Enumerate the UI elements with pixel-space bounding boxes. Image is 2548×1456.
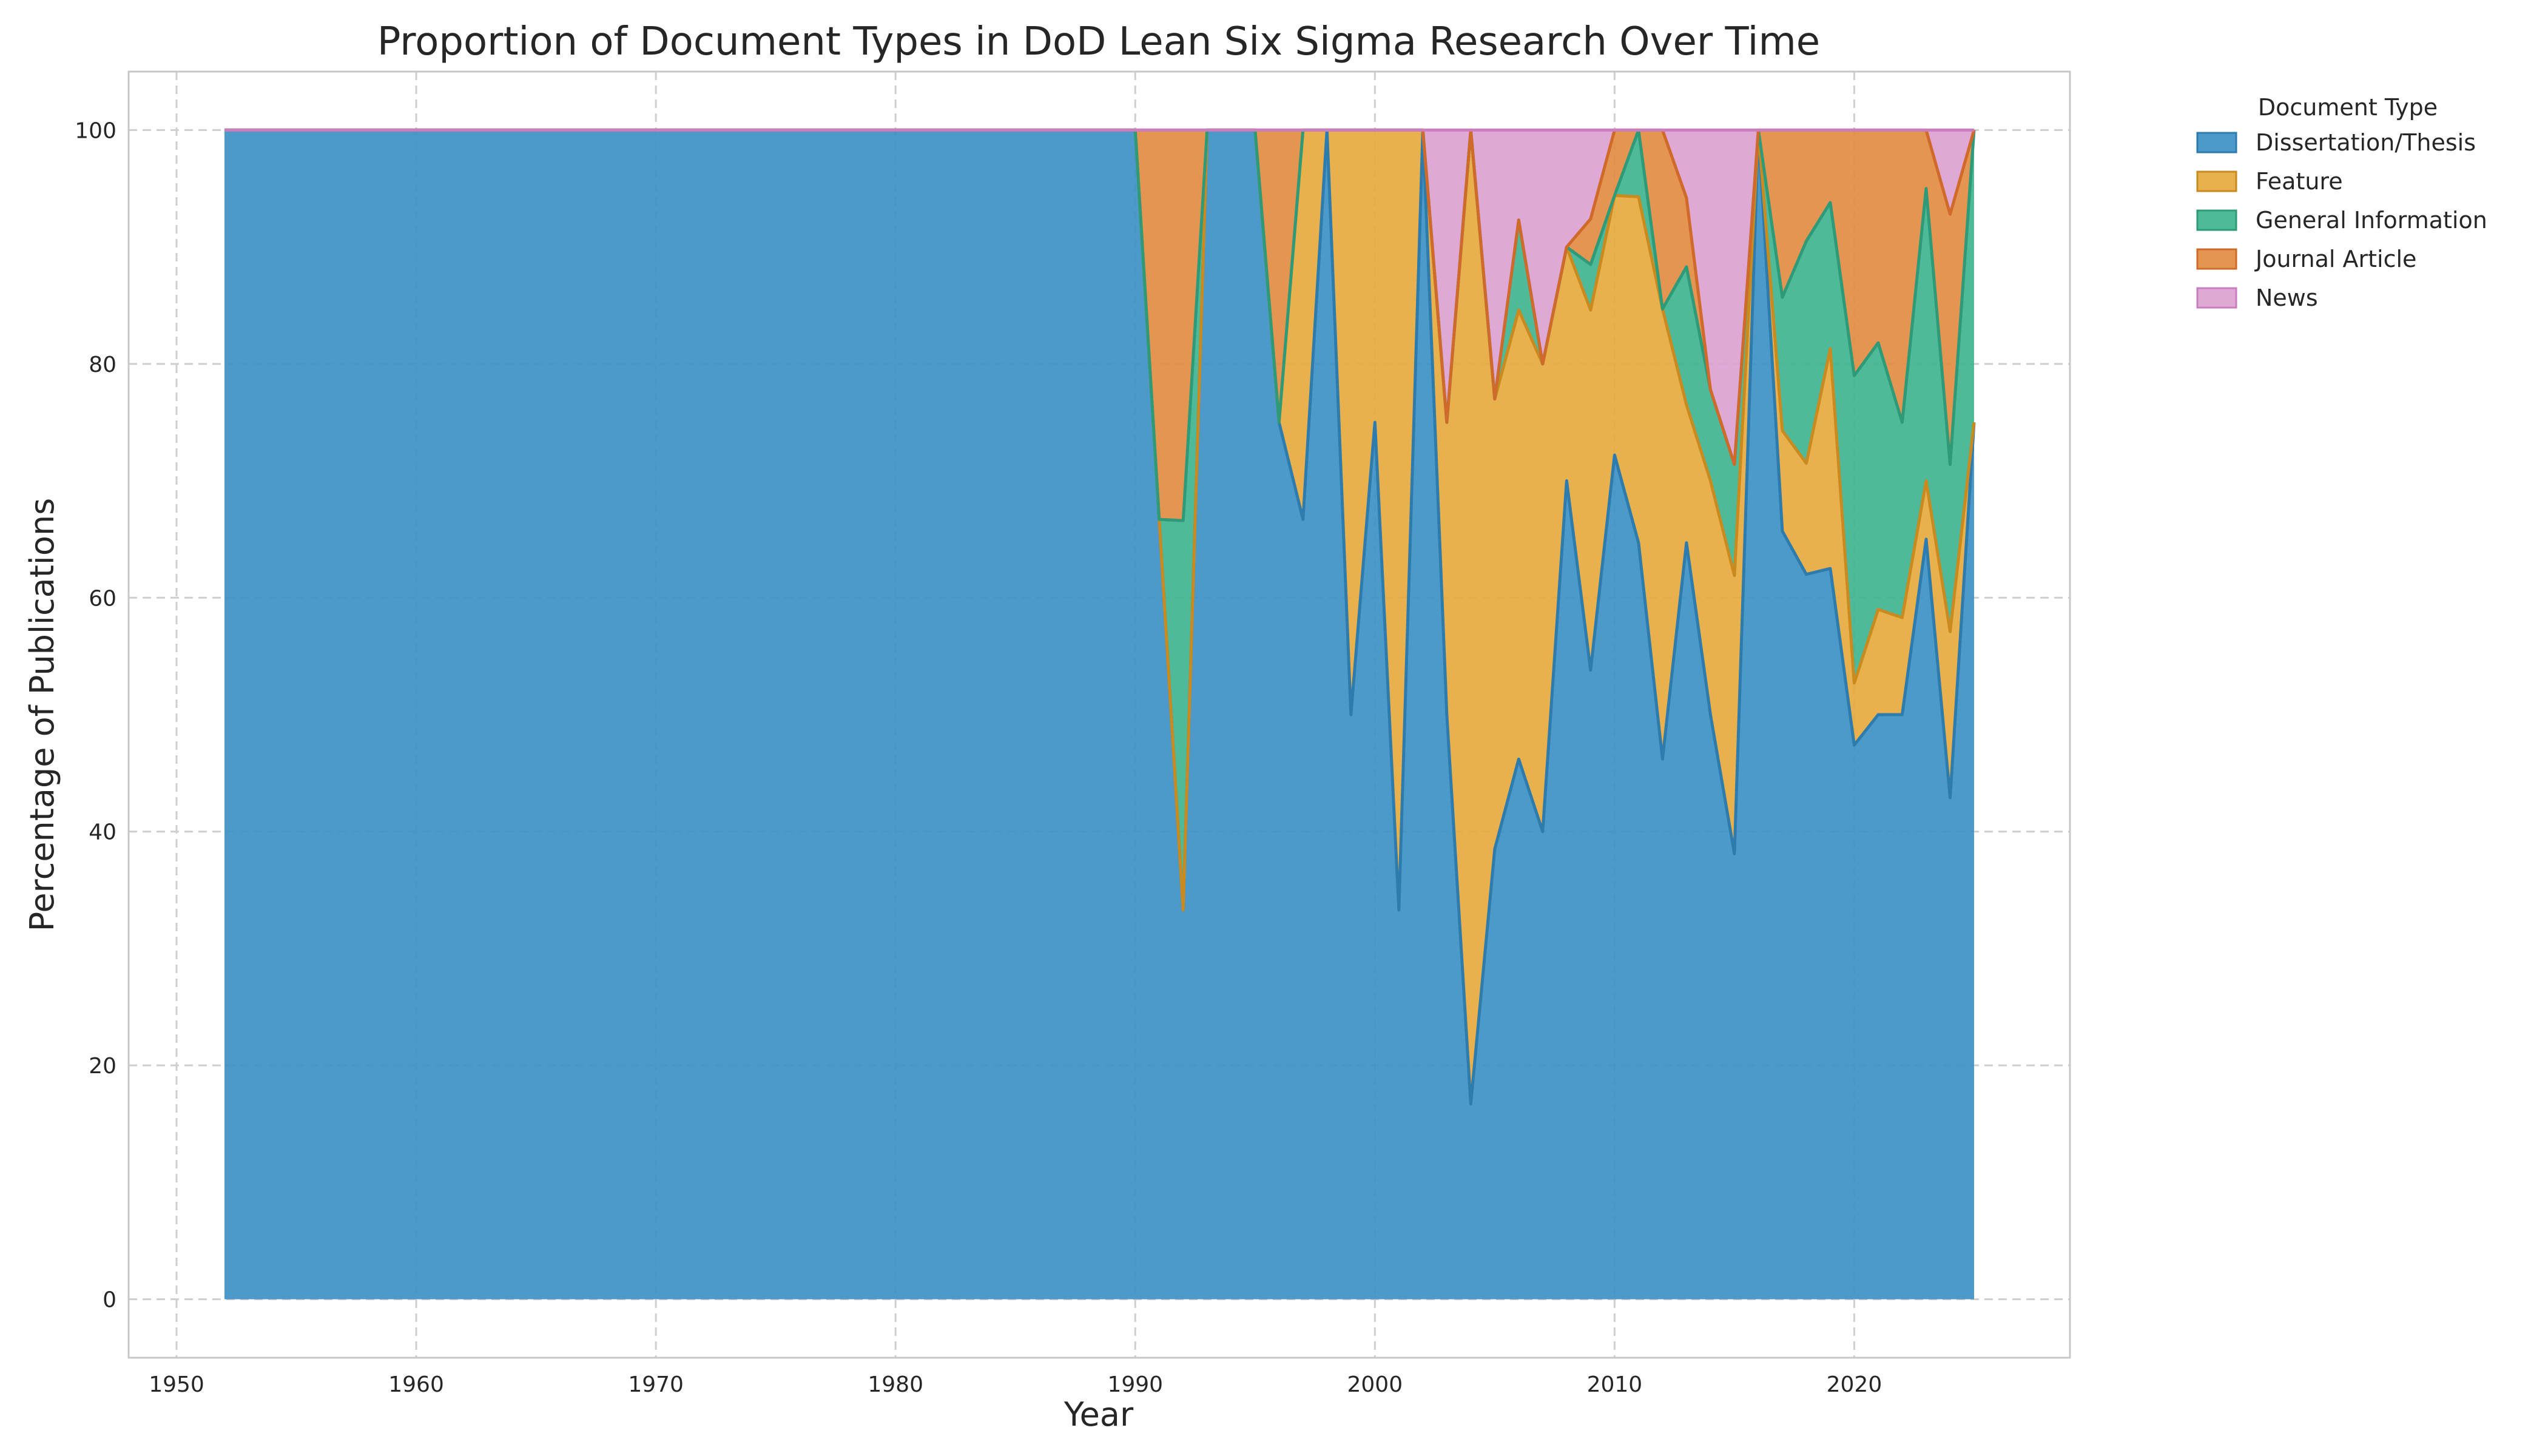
y-tick-label-60: 60 (89, 586, 116, 611)
chart-title: Proportion of Document Types in DoD Lean… (377, 19, 1820, 64)
x-tick-label-1960: 1960 (388, 1372, 444, 1397)
legend-label-journal-article: Journal Article (2254, 246, 2416, 272)
y-tick-label-0: 0 (103, 1288, 116, 1313)
x-tick-label-2020: 2020 (1827, 1372, 1882, 1397)
x-tick-label-1950: 1950 (149, 1372, 204, 1397)
legend-swatch-news (2196, 287, 2237, 309)
y-axis-ticks: 0 20 40 60 80 100 (75, 118, 116, 1312)
area-news (224, 130, 1974, 465)
y-tick-label-100: 100 (75, 118, 116, 143)
y-tick-label-20: 20 (89, 1054, 116, 1079)
area-dissertation-thesis (224, 130, 1974, 1299)
area-feature (224, 130, 1974, 1104)
x-axis-ticks: 1950 1960 1970 1980 1990 2000 2010 2020 (149, 1372, 1882, 1397)
legend-label-general-information: General Information (2256, 207, 2487, 234)
legend-label-dissertation-thesis: Dissertation/Thesis (2256, 129, 2476, 156)
series-line-group (224, 128, 1976, 1106)
x-tick-label-1970: 1970 (628, 1372, 684, 1397)
y-tick-label-80: 80 (89, 352, 116, 377)
legend-swatch-journal-article (2196, 248, 2237, 270)
x-tick-label-2010: 2010 (1587, 1372, 1643, 1397)
y-tick-label-40: 40 (89, 820, 116, 845)
y-axis-title: Percentage of Publications (23, 498, 61, 932)
x-tick-label-1990: 1990 (1107, 1372, 1163, 1397)
legend-title: Document Type (2258, 94, 2438, 121)
plot-frame (127, 70, 2071, 1359)
x-tick-label-2000: 2000 (1347, 1372, 1403, 1397)
area-series-group (224, 130, 1974, 1299)
legend-label-feature: Feature (2256, 168, 2343, 195)
x-axis-title: Year (1063, 1395, 1134, 1434)
x-tick-label-1980: 1980 (868, 1372, 923, 1397)
legend-items: Dissertation/Thesis Feature General Inform… (2196, 129, 2487, 311)
legend-swatch-feature (2196, 170, 2237, 192)
legend: Document Type Dissertation/Thesis Feature… (2196, 94, 2487, 311)
legend-swatch-general-information (2196, 209, 2237, 231)
legend-label-news: News (2256, 285, 2318, 311)
area-journal-article (224, 130, 1974, 521)
legend-swatch-dissertation-thesis (2196, 132, 2237, 153)
